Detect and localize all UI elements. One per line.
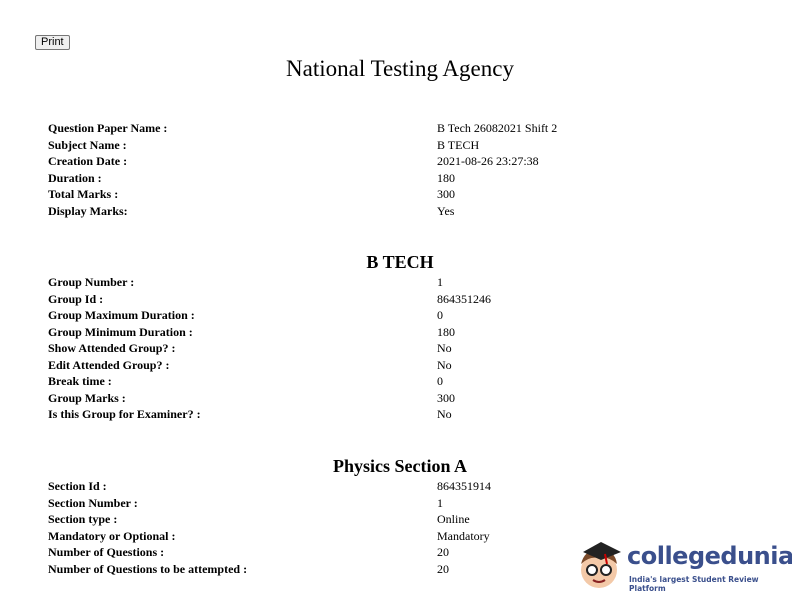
logo-tagline: India's largest Student Review Platform: [629, 575, 759, 593]
field-value: 2021-08-26 23:27:38: [437, 154, 539, 168]
field-value: 864351914: [437, 479, 491, 493]
group-row: Show Attended Group? : No: [48, 340, 748, 357]
page-title: National Testing Agency: [286, 56, 514, 81]
section-row: Section type : Online: [48, 511, 748, 528]
group-row: Group Minimum Duration : 180: [48, 324, 748, 341]
field-label: Edit Attended Group? :: [48, 357, 170, 372]
field-value: 0: [437, 374, 443, 388]
paper-details: Question Paper Name : B Tech 26082021 Shi…: [48, 120, 748, 219]
field-value: 20: [437, 545, 449, 559]
logo-wordmark: collegedunia: [627, 542, 792, 570]
field-label: Number of Questions :: [48, 545, 165, 559]
field-label: Display Marks:: [48, 203, 128, 218]
group-details: Group Number :1 Group Id :864351246 Group …: [48, 274, 748, 423]
field-label: Break time :: [48, 374, 112, 388]
field-value: 20: [437, 561, 449, 576]
section-row: Section Id : 864351914: [48, 478, 748, 495]
paper-row: Duration : 180: [48, 170, 748, 187]
field-value: 1: [437, 495, 443, 510]
field-label: Group Maximum Duration :: [48, 308, 195, 322]
paper-row: Creation Date : 2021-08-26 23:27:38: [48, 153, 748, 170]
paper-row: Total Marks : 300: [48, 186, 748, 203]
field-value: B Tech 26082021 Shift 2: [437, 121, 558, 135]
field-value: No: [437, 341, 452, 355]
collegedunia-logo: collegedunia India's largest Student Rev…: [575, 540, 792, 593]
section-row: Section Number : 1: [48, 495, 748, 512]
paper-row: Question Paper Name : B Tech 26082021 Shi…: [48, 120, 748, 137]
field-value: 0: [437, 308, 443, 322]
group-row: Edit Attended Group? : No: [48, 357, 748, 374]
section-heading: Physics Section A: [332, 456, 467, 476]
field-label: Group Id :: [48, 291, 104, 306]
field-label: Duration :: [48, 170, 102, 185]
field-label: Subject Name :: [48, 137, 127, 152]
section-row: Number of Questions : 20: [48, 544, 748, 561]
group-row: Group Marks : 300: [48, 390, 748, 407]
field-label: Number of Questions to be attempted :: [48, 561, 248, 576]
field-label: Question Paper Name :: [48, 121, 168, 135]
group-row: Group Number : 1: [48, 274, 748, 291]
print-button[interactable]: Print: [35, 35, 70, 50]
field-label: Is this Group for Examiner? :: [48, 407, 201, 421]
field-value: 300: [437, 187, 455, 201]
field-label: Section Id :: [48, 479, 107, 493]
group-row: Break time : 0: [48, 373, 748, 390]
field-value: Online: [437, 512, 470, 526]
field-label: Mandatory or Optional :: [48, 528, 176, 543]
paper-row: Subject Name : B TECH: [48, 137, 748, 154]
field-value: Yes: [437, 203, 455, 218]
group-row: Group Id : 864351246: [48, 291, 748, 308]
field-value: 300: [437, 390, 455, 405]
field-label: Show Attended Group? :: [48, 341, 176, 355]
field-label: Total Marks :: [48, 187, 119, 201]
field-value: 180: [437, 324, 455, 339]
field-label: Section Number :: [48, 495, 138, 510]
group-row: Group Maximum Duration : 0: [48, 307, 748, 324]
field-value: 864351246: [437, 291, 491, 306]
field-value: 1: [437, 275, 443, 289]
paper-row: Display Marks: Yes: [48, 203, 748, 220]
group-row: Is this Group for Examiner? : No: [48, 406, 748, 423]
field-value: Mandatory: [437, 528, 490, 543]
field-value: B TECH: [437, 137, 480, 152]
group-heading: B TECH: [366, 252, 434, 272]
field-label: Group Minimum Duration :: [48, 324, 193, 339]
section-details: Section Id :864351914 Section Number :1 Se…: [48, 478, 748, 577]
section-row: Mandatory or Optional : Mandatory: [48, 528, 748, 545]
field-label: Section type :: [48, 512, 118, 526]
field-label: Group Number :: [48, 275, 135, 289]
field-label: Creation Date :: [48, 154, 128, 168]
field-label: Group Marks :: [48, 390, 126, 405]
field-value: 180: [437, 170, 455, 185]
field-value: No: [437, 357, 452, 372]
field-value: No: [437, 407, 452, 421]
mascot-icon: [581, 542, 621, 588]
section-row: Number of Questions to be attempted : 20: [48, 561, 748, 578]
